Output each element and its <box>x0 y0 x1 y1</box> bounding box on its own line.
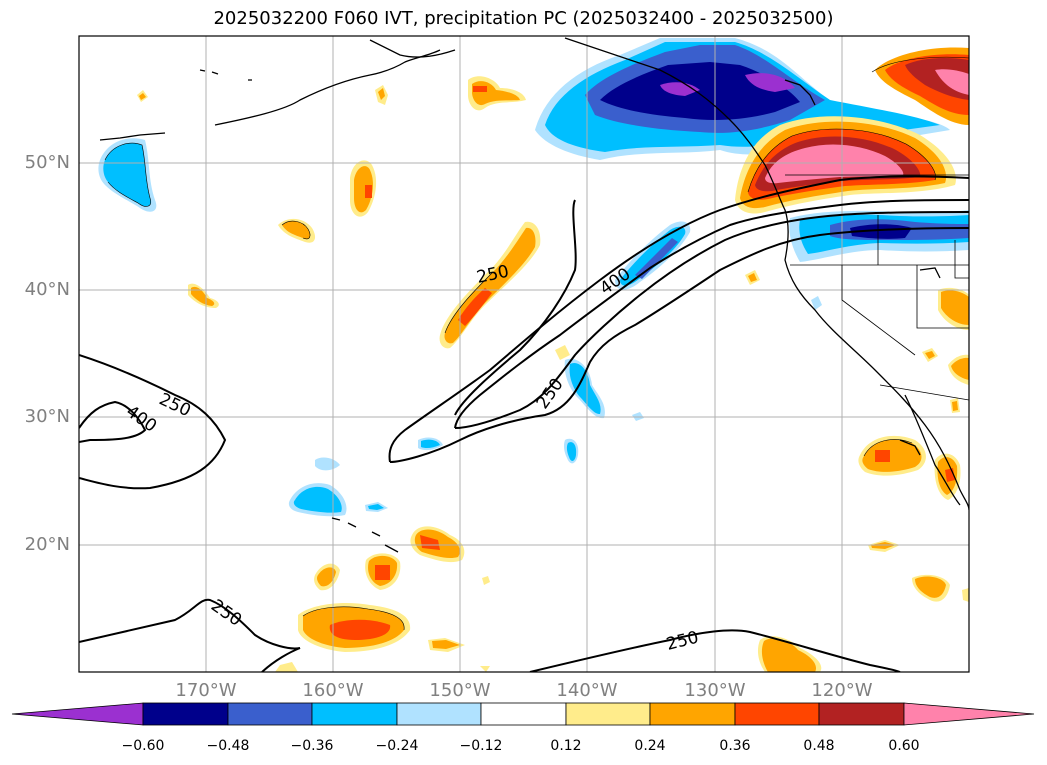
colorbar-extend-right <box>903 702 1035 726</box>
colorbar-tick-label: 0.24 <box>634 738 666 754</box>
colorbar-tick-label: 0.12 <box>550 738 582 754</box>
colorbar-tick-label: −0.12 <box>459 738 503 754</box>
lon-label-140w: 140°W <box>556 680 618 701</box>
colorbar <box>11 702 1035 726</box>
gridlines <box>79 36 969 672</box>
lon-label-150w: 150°W <box>429 680 491 701</box>
lat-label-40n: 40°N <box>24 279 70 300</box>
colorbar-tick-label: 0.48 <box>803 738 835 754</box>
colorbar-swatch <box>818 702 905 726</box>
colorbar-extend-left <box>11 702 144 726</box>
lon-label-160w: 160°W <box>302 680 364 701</box>
colorbar-swatch <box>311 702 398 726</box>
colorbar-tick-label: −0.60 <box>121 738 165 754</box>
colorbar-tick-label: −0.24 <box>375 738 419 754</box>
colorbar-swatch <box>565 702 651 726</box>
lon-label-120w: 120°W <box>811 680 873 701</box>
colorbar-tick-label: 0.36 <box>719 738 751 754</box>
plot-frame <box>78 35 970 673</box>
lat-label-30n: 30°N <box>24 406 70 427</box>
ivt-contours <box>79 175 969 672</box>
lon-label-170w: 170°W <box>175 680 237 701</box>
lat-label-20n: 20°N <box>24 534 70 555</box>
colorbar-tick-label: −0.36 <box>290 738 334 754</box>
map-title: 2025032200 F060 IVT, precipitation PC (2… <box>213 8 834 29</box>
colorbar-swatch <box>142 702 229 726</box>
colorbar-swatch <box>396 702 482 726</box>
colorbar-swatch <box>649 702 736 726</box>
precip-shading <box>98 38 969 672</box>
colorbar-swatch <box>734 702 820 726</box>
lon-label-130w: 130°W <box>684 680 746 701</box>
colorbar-swatch <box>227 702 313 726</box>
political-borders <box>785 174 969 401</box>
coastlines <box>99 37 969 553</box>
colorbar-tick-label: −0.48 <box>206 738 250 754</box>
colorbar-swatch <box>480 702 567 726</box>
colorbar-tick-label: 0.60 <box>888 738 920 754</box>
lat-label-50n: 50°N <box>24 152 70 173</box>
